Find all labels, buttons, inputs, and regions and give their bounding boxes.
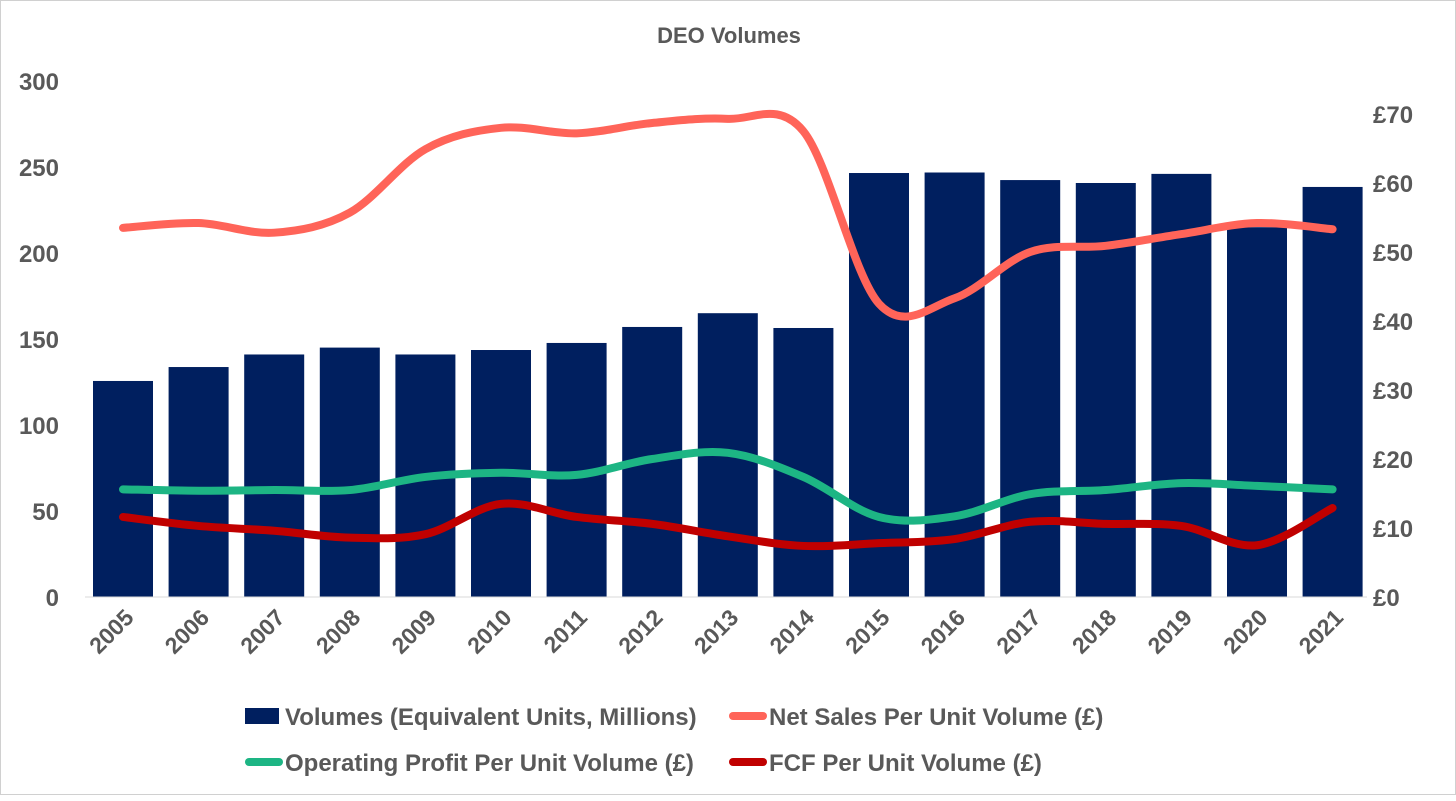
left-tick-label: 200	[19, 241, 59, 268]
x-tick-label: 2017	[991, 604, 1046, 659]
legend-label: Operating Profit Per Unit Volume (£)	[285, 750, 694, 777]
right-tick-label: £10	[1373, 516, 1413, 543]
bar-2014	[773, 328, 833, 597]
left-tick-label: 50	[32, 499, 59, 526]
right-tick-label: £30	[1373, 378, 1413, 405]
x-tick-label: 2006	[160, 604, 215, 659]
legend-label: Net Sales Per Unit Volume (£)	[769, 704, 1103, 731]
legend-swatch-bar	[245, 708, 279, 724]
x-tick-label: 2014	[764, 604, 819, 659]
right-tick-label: £50	[1373, 240, 1413, 267]
right-tick-label: £20	[1373, 447, 1413, 474]
right-tick-label: £40	[1373, 309, 1413, 336]
x-tick-label: 2010	[462, 604, 517, 659]
bar-2021	[1303, 187, 1363, 597]
right-tick-label: £0	[1373, 585, 1400, 612]
bar-2017	[1000, 180, 1060, 597]
bar-2008	[320, 348, 380, 597]
x-tick-label: 2013	[689, 604, 744, 659]
x-tick-label: 2009	[386, 604, 441, 659]
bar-2006	[169, 367, 229, 597]
left-tick-label: 300	[19, 69, 59, 96]
left-tick-label: 0	[46, 585, 59, 612]
left-tick-label: 250	[19, 155, 59, 182]
bar-2015	[849, 173, 909, 597]
right-tick-label: £70	[1373, 102, 1413, 129]
x-tick-label: 2018	[1067, 604, 1122, 659]
legend-label: Volumes (Equivalent Units, Millions)	[285, 704, 697, 731]
x-tick-label: 2007	[235, 604, 290, 659]
x-tick-label: 2019	[1142, 604, 1197, 659]
bar-2007	[244, 354, 304, 597]
x-tick-label: 2008	[311, 604, 366, 659]
x-tick-label: 2012	[613, 604, 668, 659]
x-tick-label: 2021	[1294, 604, 1349, 659]
right-tick-label: £60	[1373, 171, 1413, 198]
x-tick-label: 2015	[840, 604, 895, 659]
legend-label: FCF Per Unit Volume (£)	[769, 750, 1042, 777]
chart-title: DEO Volumes	[657, 23, 801, 48]
x-tick-label: 2020	[1218, 604, 1273, 659]
left-tick-label: 100	[19, 413, 59, 440]
left-tick-label: 150	[19, 327, 59, 354]
x-tick-label: 2016	[916, 604, 971, 659]
x-tick-label: 2011	[538, 604, 592, 658]
line-series-1	[123, 114, 1333, 317]
x-tick-label: 2005	[84, 604, 139, 659]
